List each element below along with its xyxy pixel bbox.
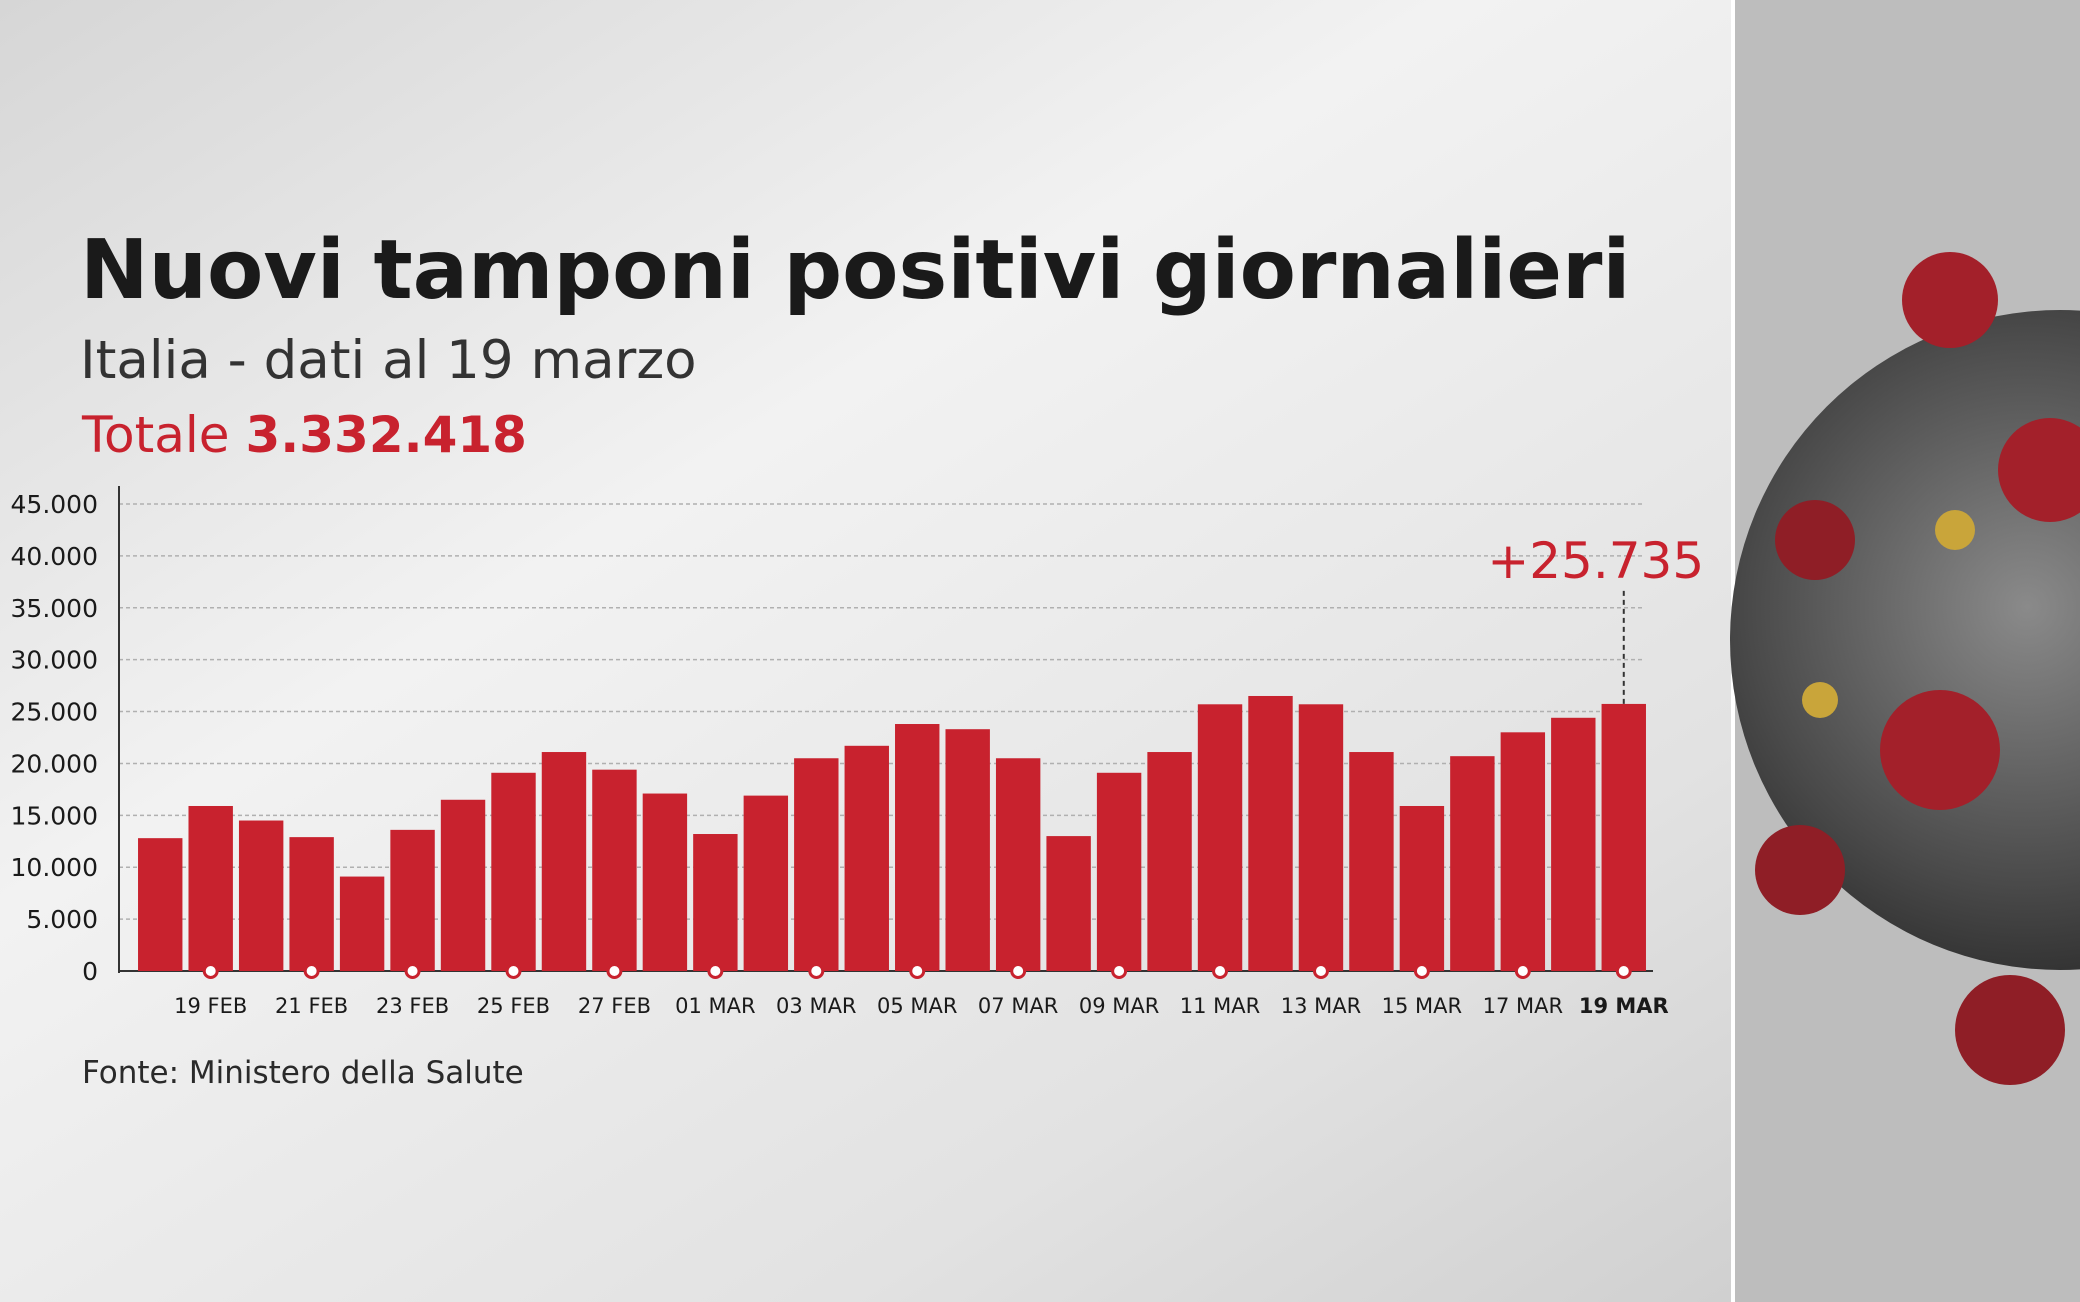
y-tick-label: 30.000: [11, 646, 98, 675]
date-dot: [1514, 963, 1531, 979]
bar: [1349, 752, 1394, 971]
y-tick-label: 20.000: [11, 749, 98, 778]
bar: [592, 769, 637, 971]
date-dot: [303, 963, 320, 979]
date-dot: [707, 963, 724, 979]
x-tick-label: 07 MAR: [978, 994, 1058, 1018]
x-tick-label: 23 FEB: [376, 994, 449, 1018]
bar: [844, 745, 889, 971]
bar: [1197, 704, 1243, 971]
x-tick-label: 03 MAR: [776, 994, 856, 1018]
x-tick-label: 13 MAR: [1281, 994, 1361, 1018]
bar: [1601, 703, 1646, 971]
x-tick-label: 19 MAR: [1579, 994, 1669, 1018]
y-tick-label: 10.000: [11, 853, 98, 882]
date-dot: [1615, 963, 1632, 979]
date-dot: [1111, 963, 1128, 979]
y-tick-label: 25.000: [11, 698, 98, 727]
bar: [238, 820, 284, 971]
bar: [491, 772, 536, 971]
bar: [1500, 732, 1546, 971]
plot: 0 5.000 10.000 15.000 20.000 25.000 30.000 35.0…: [11, 486, 1704, 1018]
bar: [1147, 752, 1192, 971]
x-tick-label: 17 MAR: [1483, 994, 1563, 1018]
bar: [440, 799, 486, 971]
bar: [390, 829, 435, 971]
x-tick-label: 25 FEB: [477, 994, 550, 1018]
date-dot: [202, 963, 219, 979]
bar: [1046, 836, 1091, 971]
chart-title: Nuovi tamponi positivi giornalieri: [80, 223, 1631, 318]
y-tick-label: 40.000: [11, 542, 98, 571]
bar: [1450, 756, 1495, 971]
bar: [895, 724, 940, 971]
date-dot: [808, 963, 825, 979]
bar: [642, 793, 688, 971]
bar: [743, 795, 789, 971]
bar: [541, 752, 587, 971]
bar: [289, 837, 334, 971]
x-tick-label: 27 FEB: [578, 994, 651, 1018]
date-dot: [404, 963, 421, 979]
chart-subtitle: Italia - dati al 19 marzo: [80, 330, 697, 391]
x-tick-label: 19 FEB: [174, 994, 247, 1018]
bar: [138, 838, 183, 971]
date-dot: [1413, 963, 1430, 979]
date-dot: [909, 963, 926, 979]
x-tick-label: 11 MAR: [1180, 994, 1260, 1018]
y-tick-label: 0: [82, 957, 98, 986]
bar: [1399, 805, 1445, 971]
bar: [1298, 704, 1344, 971]
date-dot: [1312, 963, 1329, 979]
total-value: 3.332.418: [245, 406, 527, 464]
x-tick-label: 21 FEB: [275, 994, 348, 1018]
y-tick-label: 5.000: [26, 905, 98, 934]
bar: [339, 876, 385, 971]
x-tick-label: 05 MAR: [877, 994, 957, 1018]
date-dot: [606, 963, 623, 979]
value-label: +25.735: [1487, 532, 1704, 590]
bar: [693, 834, 738, 971]
x-tick-label: 01 MAR: [675, 994, 755, 1018]
bar: [188, 805, 233, 971]
bar: [794, 758, 839, 971]
x-tick-label: 09 MAR: [1079, 994, 1159, 1018]
virus-illustration: [1730, 252, 2080, 1085]
bar: [1551, 717, 1596, 971]
bar: [995, 758, 1041, 971]
date-dot: [1212, 963, 1229, 979]
y-tick-label: 15.000: [11, 801, 98, 830]
date-dot: [505, 963, 522, 979]
source: Fonte: Ministero della Salute: [82, 1055, 524, 1091]
date-dot: [1010, 963, 1027, 979]
y-tick-label: 35.000: [11, 594, 98, 623]
bar: [1096, 772, 1142, 971]
x-tick-label: 15 MAR: [1382, 994, 1462, 1018]
y-tick-label: 45.000: [11, 490, 98, 519]
total-label: Totale: [81, 406, 230, 464]
total: Totale 3.332.418: [81, 406, 527, 464]
bar: [1248, 695, 1293, 971]
bar: [945, 729, 990, 971]
